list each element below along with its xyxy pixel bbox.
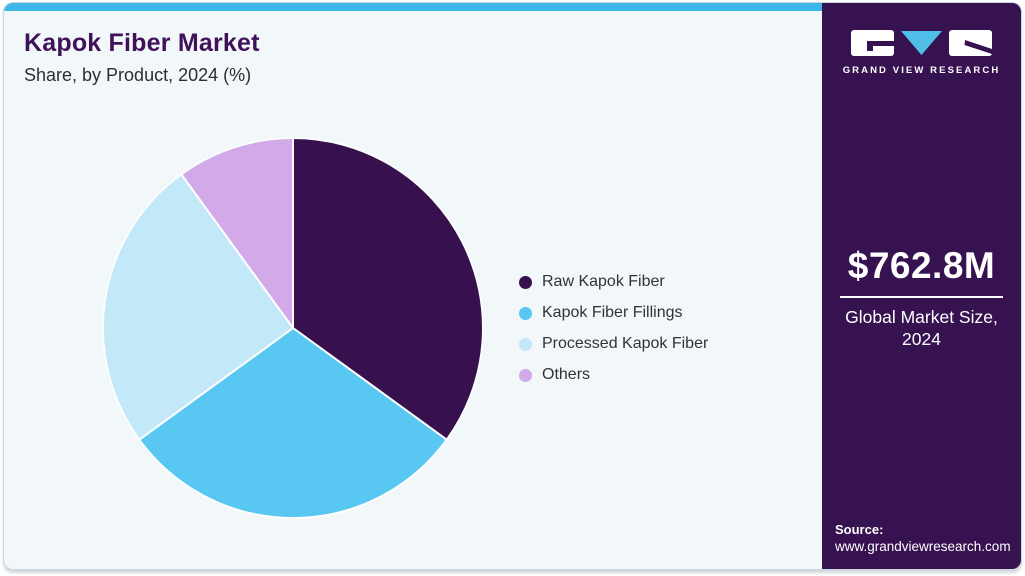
pie-slice-raw-kapok-fiber (292, 137, 484, 441)
market-size-block: $762.8M Global Market Size, 2024 (822, 245, 1021, 350)
pie-slice-kapok-fiber-fillings (138, 327, 448, 519)
legend-dot-icon (519, 337, 532, 351)
page-subtitle: Share, by Product, 2024 (%) (24, 65, 252, 85)
legend-item: Kapok Fiber Fillings (519, 304, 708, 322)
legend-item: Others (519, 366, 708, 384)
legend-label: Raw Kapok Fiber (542, 273, 665, 290)
source-block: Source: www.grandviewresearch.com (835, 522, 1011, 555)
logo-v-icon (901, 31, 942, 55)
pie-slice-processed-kapok-fiber (102, 173, 294, 441)
logo-g-icon (851, 30, 894, 56)
legend-label: Kapok Fiber Fillings (542, 304, 683, 321)
header: Kapok Fiber Market Share, by Product, 20… (24, 29, 260, 86)
sidebar: GRAND VIEW RESEARCH $762.8M Global Marke… (822, 3, 1021, 569)
top-accent-bar (4, 3, 1021, 11)
source-label: Source: (835, 522, 884, 537)
chart-card: Kapok Fiber Market Share, by Product, 20… (3, 2, 1022, 570)
source-url[interactable]: www.grandviewresearch.com (835, 539, 1011, 554)
brand-logo: GRAND VIEW RESEARCH (822, 30, 1021, 76)
gvr-logo-icon (851, 30, 992, 56)
legend: Raw Kapok Fiber Kapok Fiber Fillings Proce… (519, 273, 708, 397)
legend-dot-icon (519, 306, 532, 320)
legend-dot-icon (519, 368, 532, 382)
page-title: Kapok Fiber Market (24, 29, 260, 57)
pie-chart (102, 137, 484, 519)
legend-label: Others (542, 366, 591, 383)
legend-item: Raw Kapok Fiber (519, 273, 708, 291)
brand-name: GRAND VIEW RESEARCH (842, 65, 1001, 76)
logo-r-icon (949, 30, 992, 56)
market-size-divider (840, 296, 1003, 298)
pie-chart-wrap (100, 135, 486, 521)
legend-label: Processed Kapok Fiber (542, 335, 709, 352)
market-size-label: Global Market Size, 2024 (845, 307, 998, 349)
market-size-value: $762.8M (847, 245, 996, 286)
legend-dot-icon (519, 275, 532, 289)
pie-slice-others (180, 137, 294, 329)
legend-item: Processed Kapok Fiber (519, 335, 708, 353)
